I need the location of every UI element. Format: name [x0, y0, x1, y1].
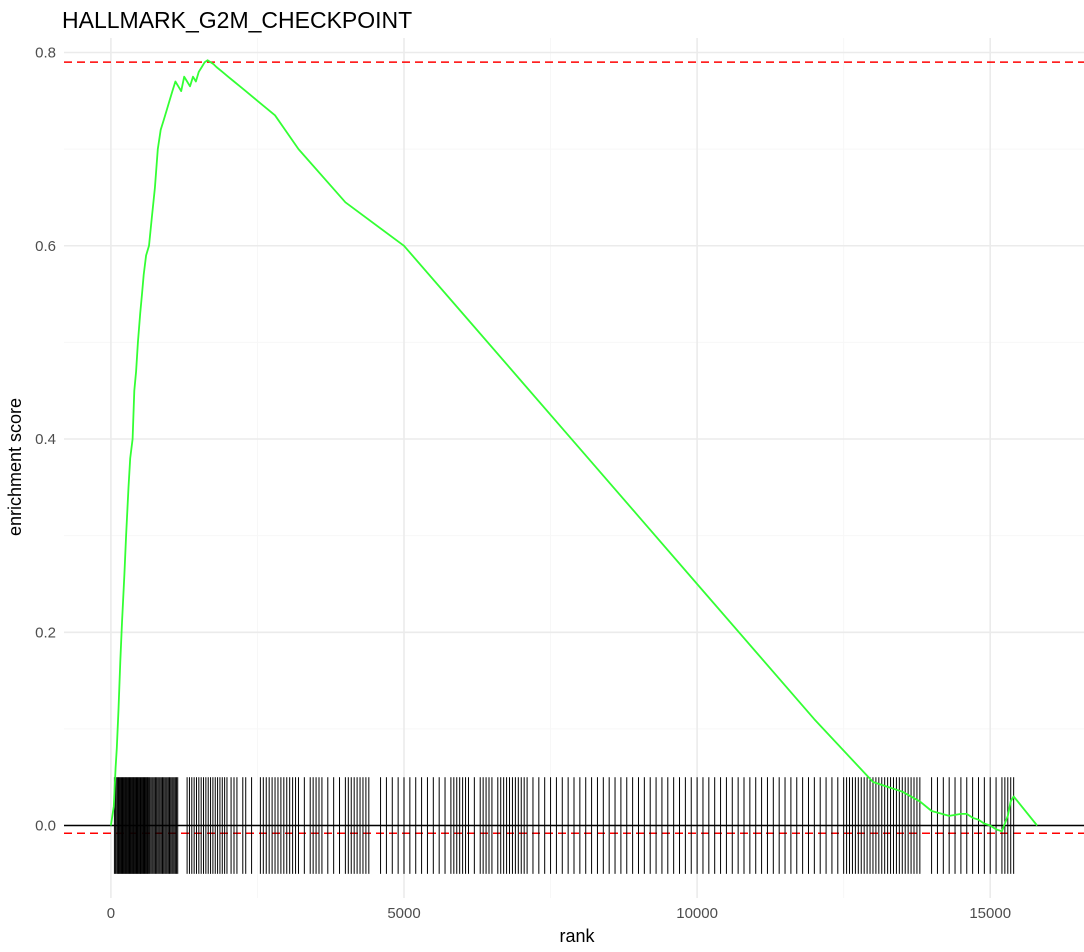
- x-tick-label: 0: [107, 905, 115, 922]
- chart-title: HALLMARK_G2M_CHECKPOINT: [62, 7, 412, 33]
- enrichment-score-line: [110, 59, 1038, 833]
- y-tick-label: 0.6: [35, 238, 56, 255]
- x-tick-labels: 0 5000 10000 15000: [107, 905, 1011, 922]
- y-tick-label: 0.8: [35, 44, 56, 61]
- grid-lines: [64, 38, 1084, 898]
- gene-hit-rug: [113, 777, 1015, 874]
- y-axis-title: enrichment score: [5, 398, 25, 536]
- x-tick-label: 5000: [387, 905, 420, 922]
- x-axis-title: rank: [559, 926, 595, 946]
- reference-lines: [64, 61, 1084, 835]
- x-tick-label: 15000: [969, 905, 1011, 922]
- y-tick-label: 0.0: [35, 818, 56, 835]
- y-tick-label: 0.2: [35, 624, 56, 641]
- series-group: [110, 59, 1038, 833]
- y-tick-label: 0.4: [35, 431, 56, 448]
- x-tick-label: 10000: [676, 905, 718, 922]
- y-tick-labels: 0.0 0.2 0.4 0.6 0.8: [35, 44, 56, 834]
